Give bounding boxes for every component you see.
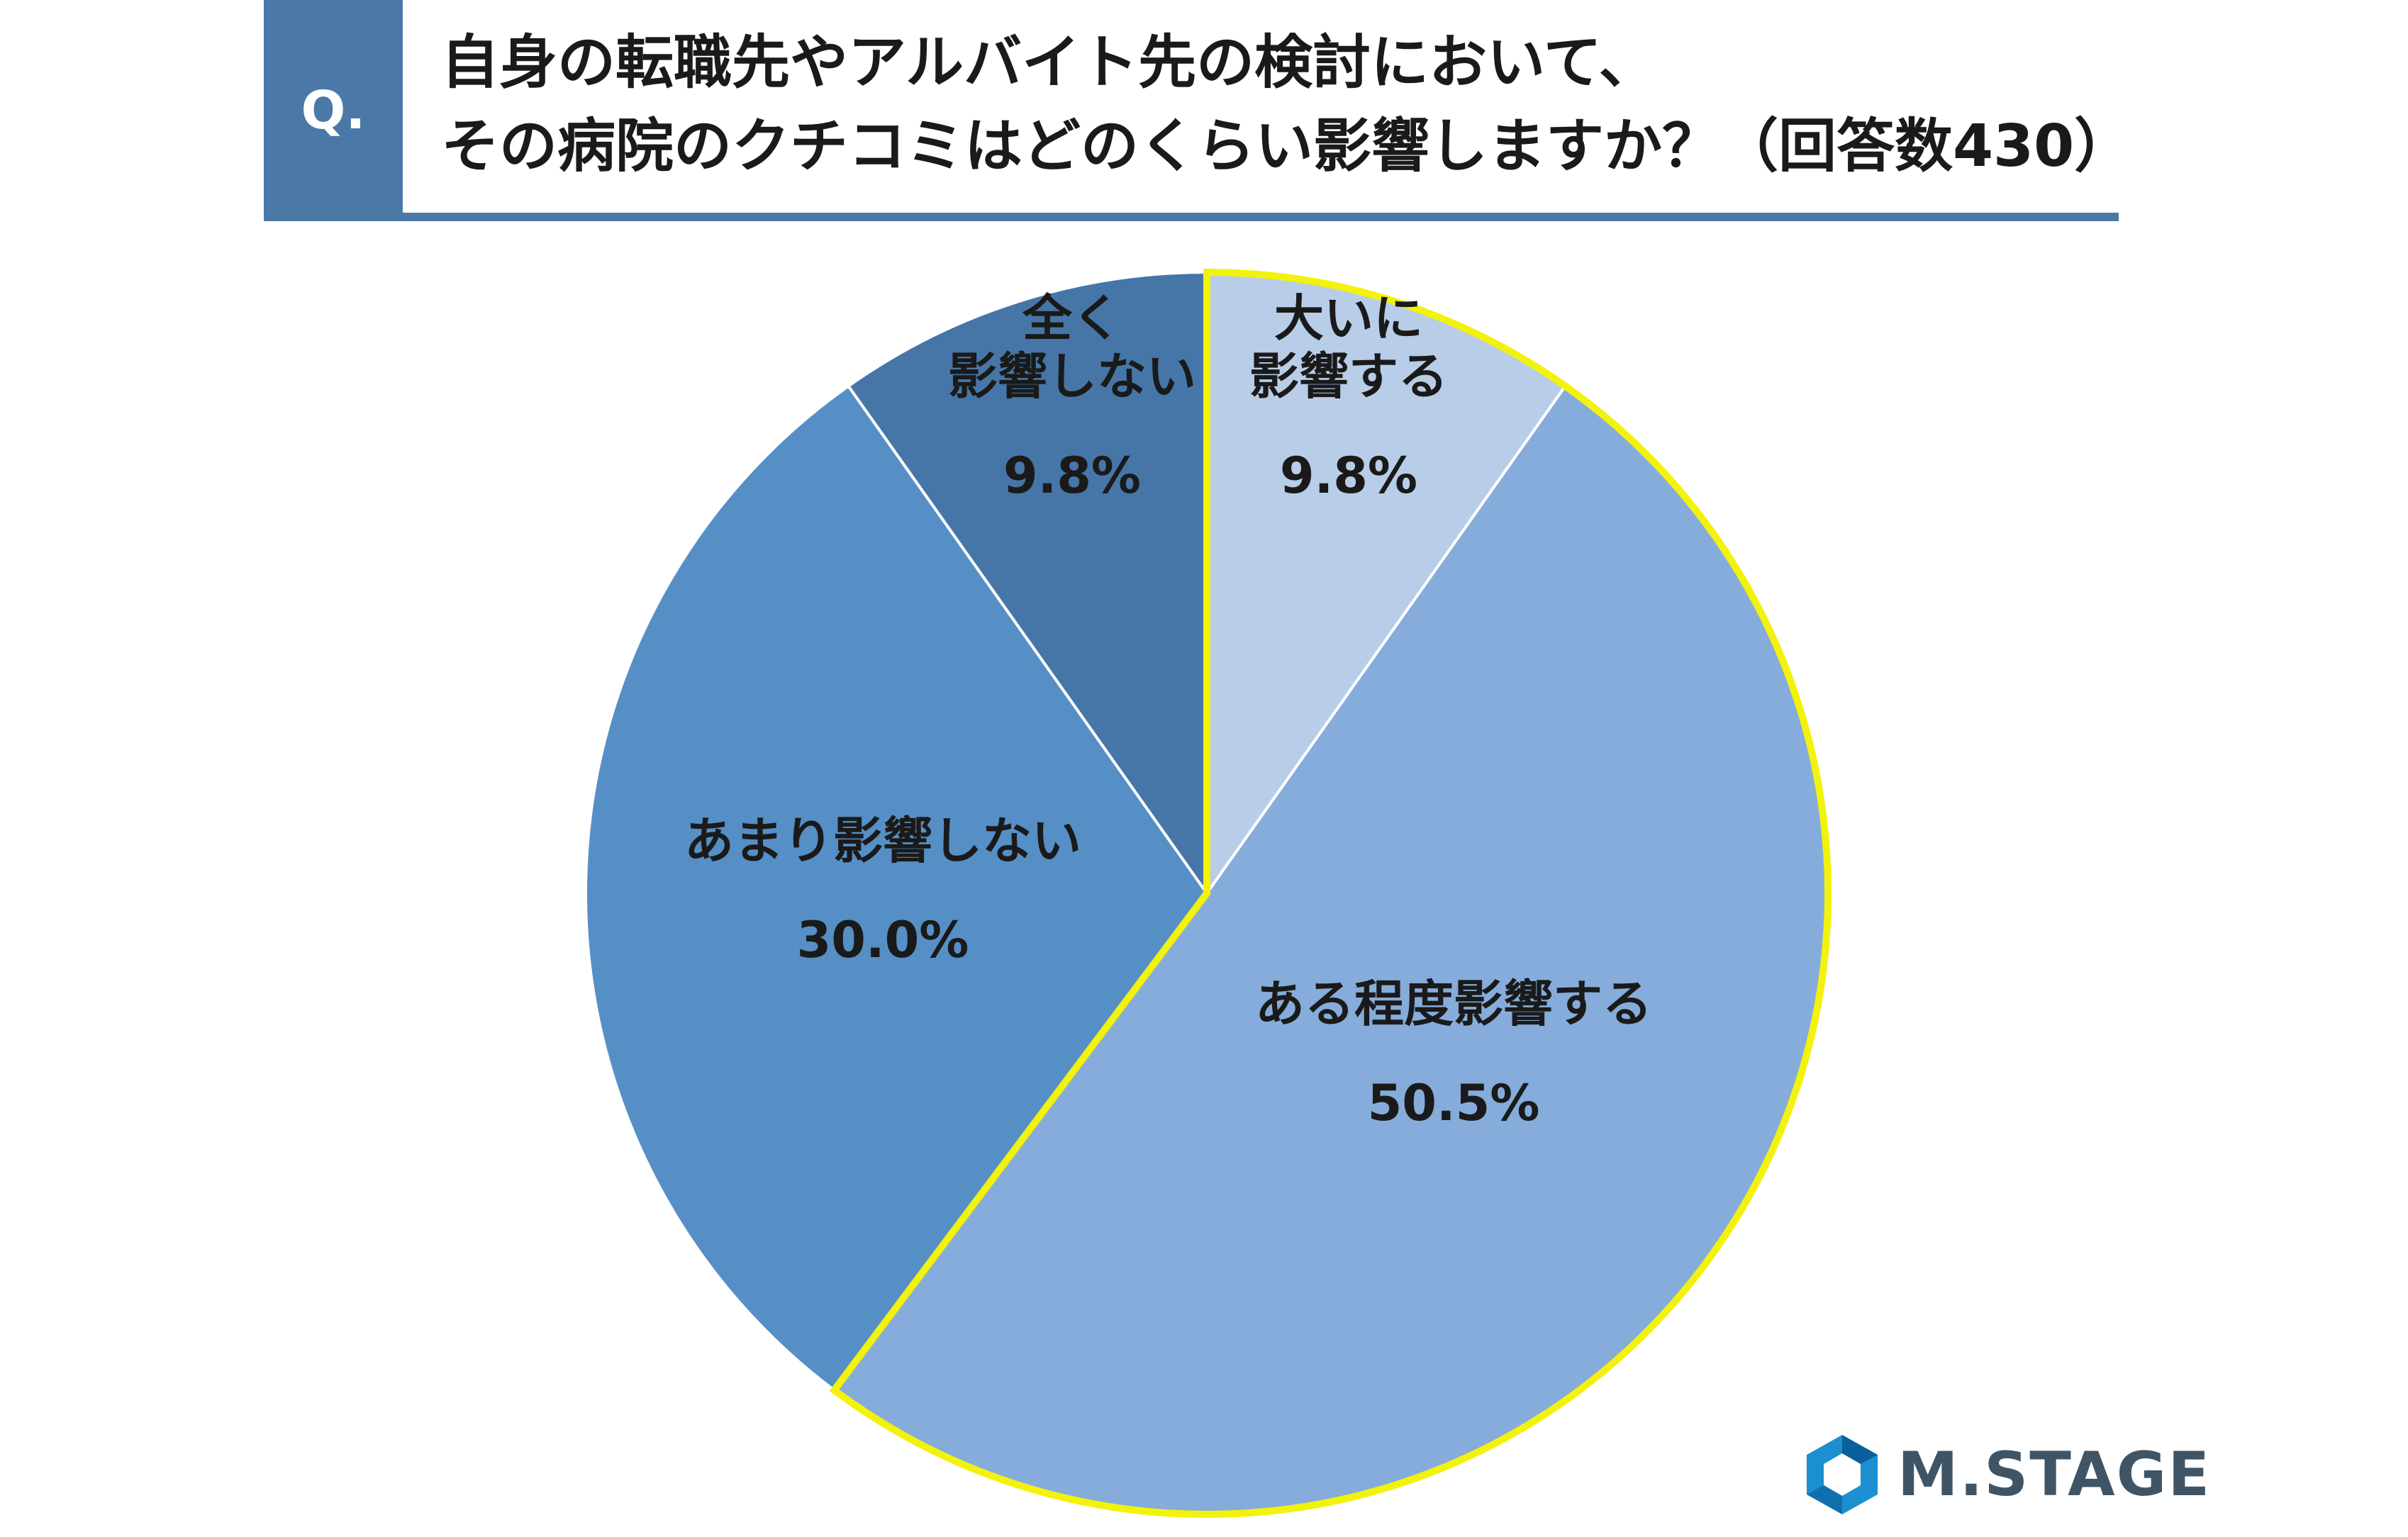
header-divider	[264, 213, 2119, 221]
question-header: Q. 自身の転職先やアルバイト先の検討において、 その病院のクチコミはどのくらい…	[264, 0, 2133, 221]
slice-category-label: あまり影響しない	[684, 812, 1081, 870]
question-title-line-1: 自身の転職先やアルバイト先の検討において、	[441, 29, 1657, 96]
pie-slices	[584, 270, 1830, 1516]
slice-category-label: ある程度影響する	[1255, 975, 1652, 1033]
slice-value-label: 9.8%	[1003, 447, 1141, 505]
mstage-logo: M.STAGE	[1801, 1432, 2211, 1517]
slice-category-label: 全く	[1022, 289, 1122, 347]
slice-value-label: 30.0%	[797, 911, 969, 969]
highlight-outline	[829, 268, 1832, 1518]
question-title: 自身の転職先やアルバイト先の検討において、 その病院のクチコミはどのくらい影響し…	[441, 21, 2133, 189]
question-title-line-2: その病院のクチコミはどのくらい影響しますか？（回答数430）	[441, 113, 2133, 180]
logo-text: M.STAGE	[1897, 1439, 2212, 1510]
slice-value-label: 50.5%	[1368, 1074, 1540, 1132]
slice-category-label: 大いに	[1274, 289, 1423, 347]
slice-value-label: 9.8%	[1280, 447, 1417, 505]
hexagon-logo-icon	[1807, 1435, 1878, 1514]
highlight-border	[829, 268, 1832, 1518]
slice-category-label: 影響する	[1249, 347, 1448, 406]
pie-slice	[846, 270, 1208, 898]
slice-category-label: 影響しない	[948, 347, 1196, 406]
pie-slice	[584, 384, 1209, 1392]
question-badge: Q.	[264, 0, 403, 221]
